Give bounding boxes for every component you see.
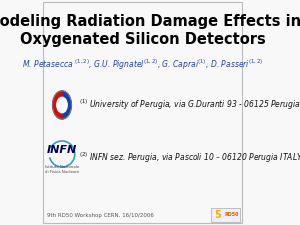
Text: M. Petasecca $^{(1,2)}$, G.U. Pignatel$^{(1,2)}$, G. Caprai$^{(1)}$, D. Passeri$: M. Petasecca $^{(1,2)}$, G.U. Pignatel$^… — [22, 58, 263, 72]
Wedge shape — [62, 91, 71, 119]
Text: $^{(2)}$ INFN sez. Perugia, via Pascoli 10 – 06120 Perugia ITALY: $^{(2)}$ INFN sez. Perugia, via Pascoli … — [79, 151, 300, 165]
Wedge shape — [52, 91, 62, 119]
Text: RD50: RD50 — [225, 212, 239, 218]
Text: $^{(1)}$ University of Perugia, via G.Duranti 93 - 06125 Perugia ITALY: $^{(1)}$ University of Perugia, via G.Du… — [79, 98, 300, 112]
Text: Modeling Radiation Damage Effects in
Oxygenated Silicon Detectors: Modeling Radiation Damage Effects in Oxy… — [0, 14, 300, 47]
Circle shape — [57, 97, 67, 113]
Text: 9th RD50 Workshop CERN, 16/10/2006: 9th RD50 Workshop CERN, 16/10/2006 — [47, 213, 154, 218]
FancyBboxPatch shape — [212, 208, 240, 222]
Circle shape — [52, 91, 71, 119]
Text: 5: 5 — [215, 210, 221, 220]
Text: INFN: INFN — [47, 145, 77, 155]
Text: Istituto Nazionale
di Fisica Nucleare: Istituto Nazionale di Fisica Nucleare — [45, 165, 79, 174]
